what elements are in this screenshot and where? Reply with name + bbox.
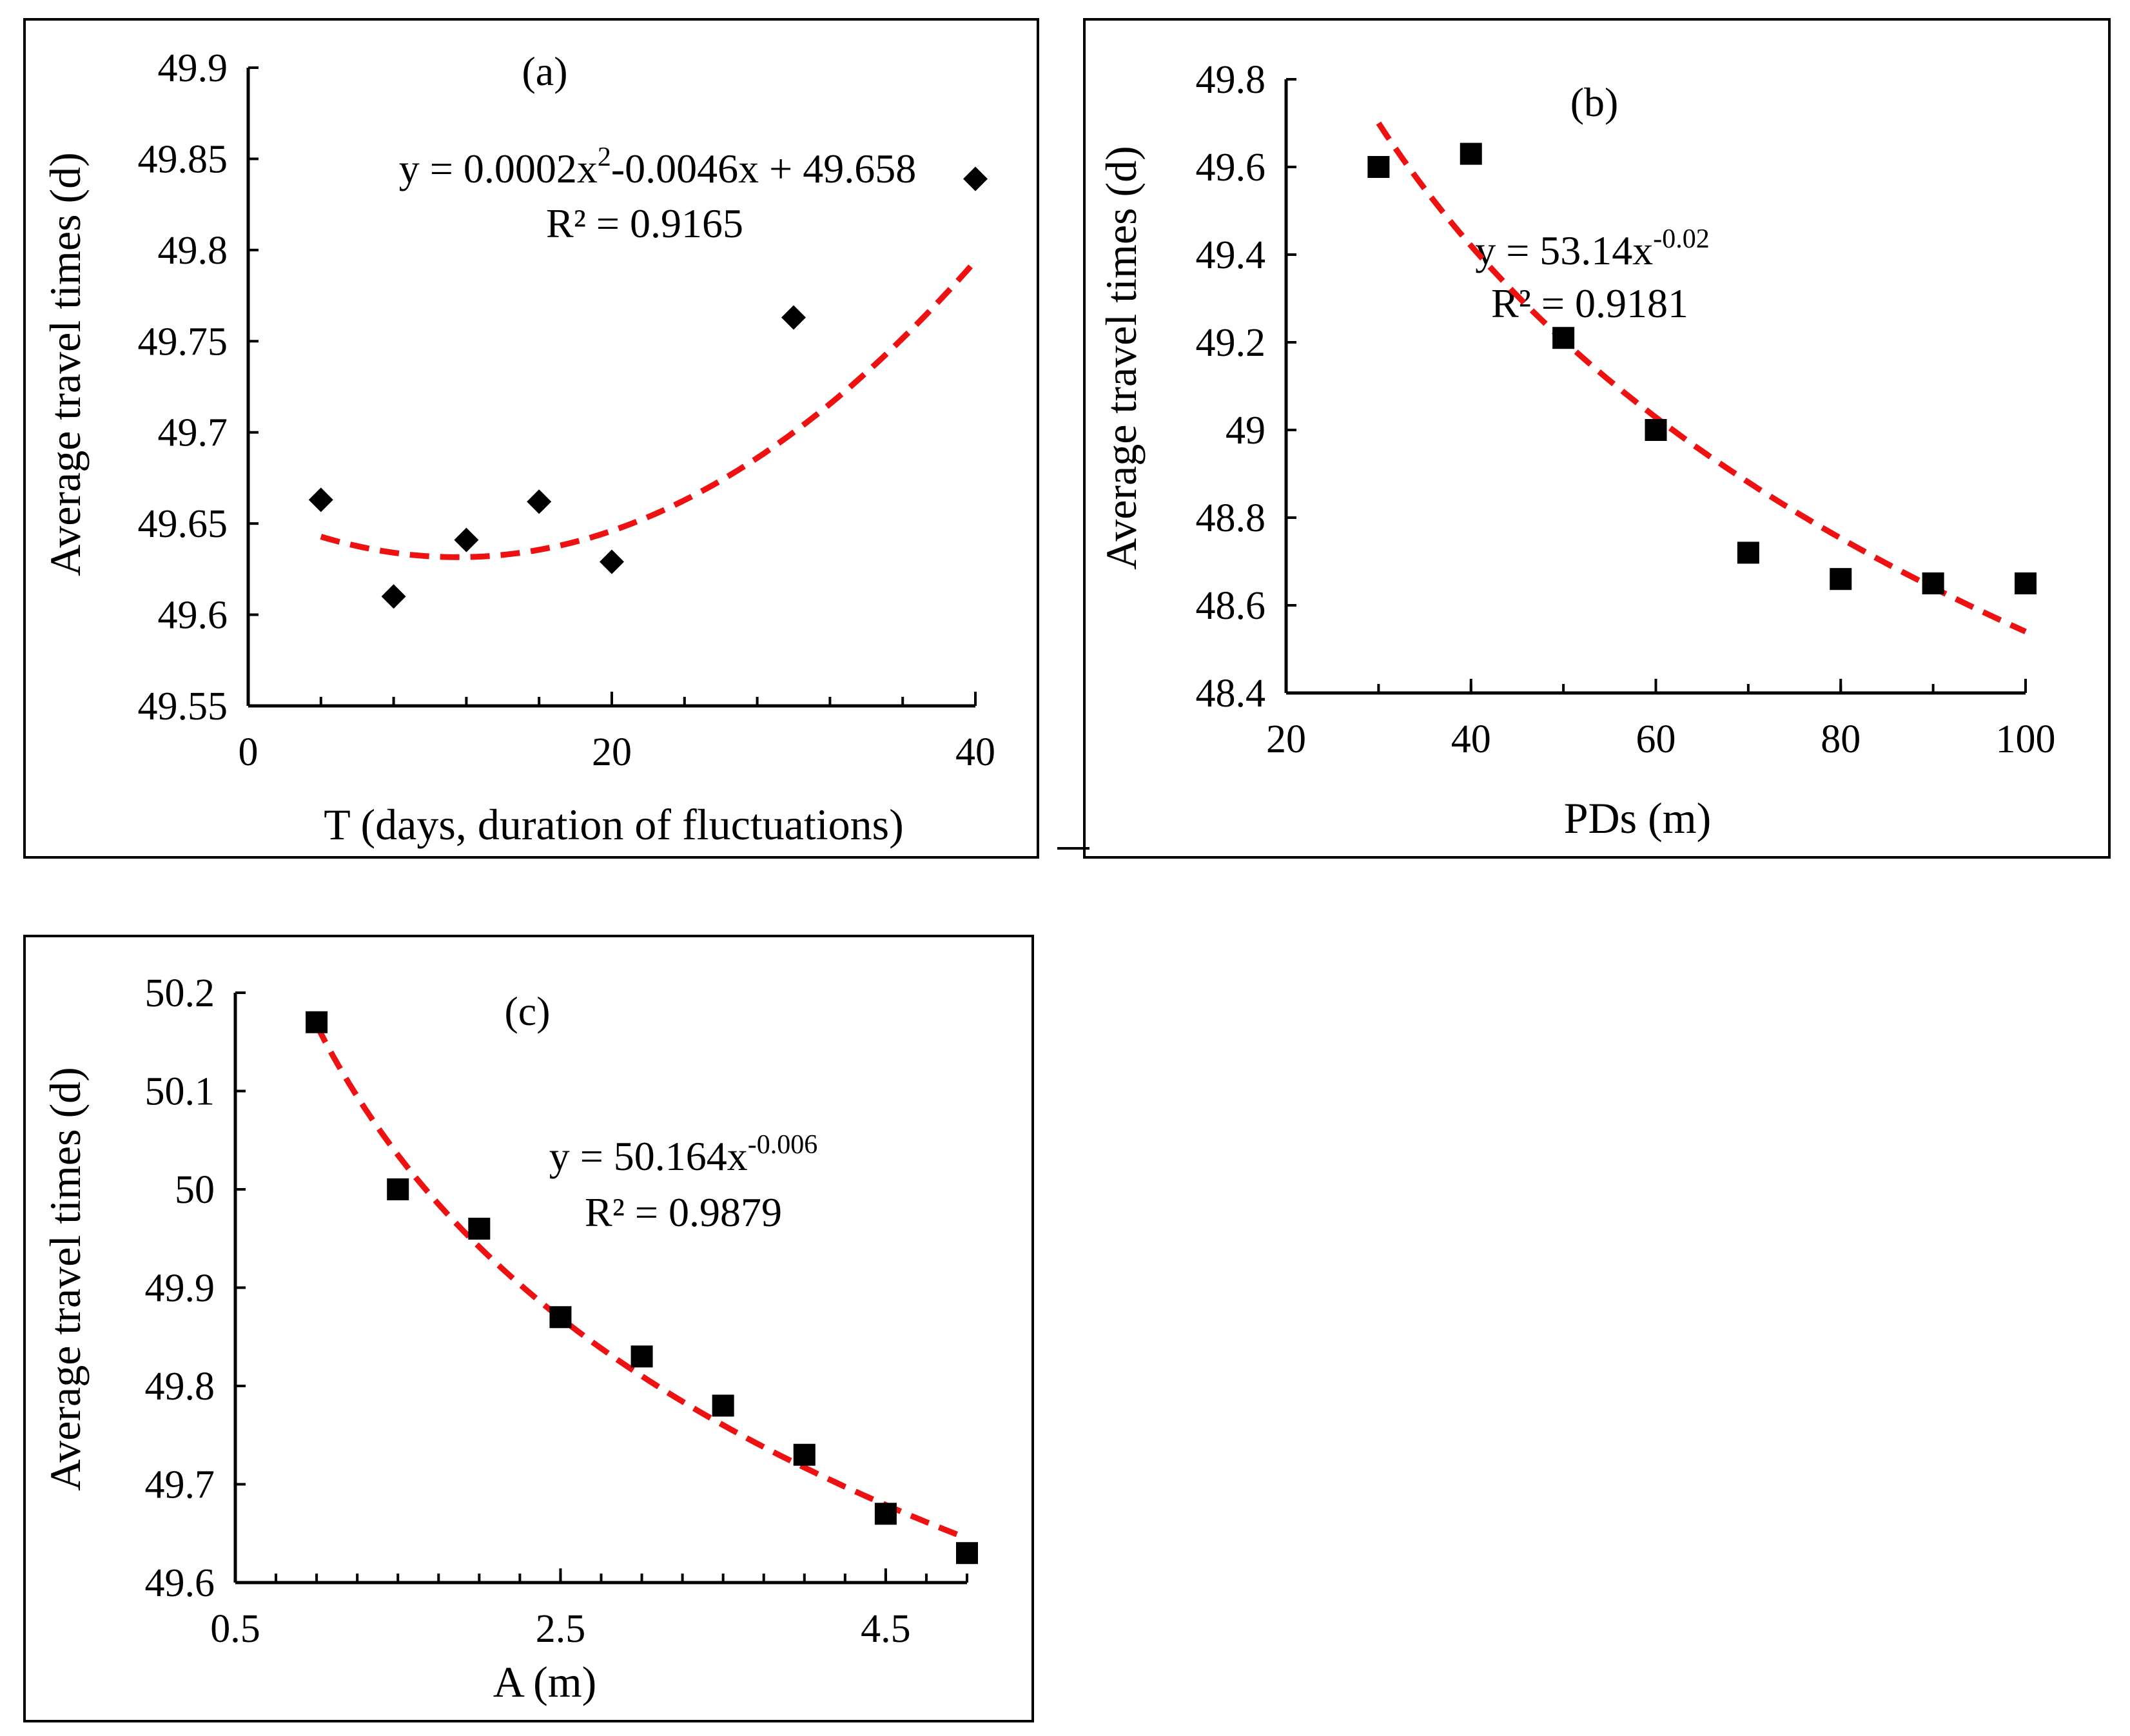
panel-b-data-point	[1460, 142, 1482, 165]
panel-a-y-axis-title: Average travel times (d)	[41, 152, 90, 576]
panel-a-y-tick-label: 49.85	[138, 137, 228, 181]
panel-a-label: (a)	[522, 48, 567, 94]
panel-b-x-axis-title: PDs (m)	[1564, 794, 1712, 843]
panel-b-axes: 48.4 48.6 48.8 49 49.2 49.4 49.6 49.8 20 40 60 80 10…	[1196, 58, 2056, 761]
panel-a-data-point	[527, 489, 552, 514]
panel-c-data-point	[712, 1394, 734, 1417]
panel-c-y-tick-label: 49.9	[145, 1267, 215, 1311]
panel-b-data-point	[1922, 572, 1944, 594]
panel-a-equation: y = 0.0002x2-0.0046x + 49.658	[399, 142, 917, 191]
panel-c-y-axis-title: Average travel times (d)	[41, 1067, 90, 1491]
panel-c-label: (c)	[504, 988, 550, 1034]
panel-c-data-point	[387, 1178, 409, 1200]
panel-c-y-tick-label: 49.8	[145, 1365, 215, 1409]
panel-b-data-point	[1737, 541, 1759, 564]
panel-a-data-point	[381, 584, 406, 609]
panel-c-r-squared: R² = 0.9879	[585, 1189, 782, 1235]
panel-a-data-point	[781, 305, 806, 330]
panel-b: (b) y = 53.14x-0.02 R² = 0.9181 48.4 48.6…	[1057, 18, 2111, 859]
panel-c-data-point	[306, 1011, 328, 1033]
panel-a-y-tick-label: 49.75	[138, 320, 228, 364]
panel-b-data-point	[1367, 156, 1390, 178]
panel-a-y-tick-label: 49.6	[158, 594, 228, 638]
panel-b-r-squared: R² = 0.9181	[1491, 280, 1688, 326]
panel-b-y-tick-label: 49.6	[1196, 146, 1266, 190]
panel-a-points	[308, 166, 988, 609]
panel-b-y-tick-label: 49	[1226, 409, 1265, 453]
panel-c-equation: y = 50.164x-0.006	[549, 1130, 818, 1179]
panel-c-axes: 49.6 49.7 49.8 49.9 50 50.1 50.2 0.5 2.5 4.5	[145, 971, 968, 1651]
panel-b-frame	[1083, 18, 2111, 859]
panel-a-y-tick-label: 49.7	[158, 411, 228, 455]
panel-a-y-tick-label: 49.8	[158, 229, 228, 273]
panel-b-y-tick-label: 49.8	[1196, 58, 1266, 102]
panel-b-x-tick-label: 80	[1821, 717, 1861, 761]
panel-b-x-tick-label: 20	[1266, 717, 1306, 761]
panel-c-data-point	[468, 1218, 491, 1240]
panel-c-y-tick-label: 50.2	[145, 971, 215, 1015]
panel-a-trendline-group	[320, 258, 978, 560]
panel-b-trendline	[1376, 121, 2027, 634]
panel-c-data-point	[874, 1503, 897, 1525]
panel-a-data-point	[454, 527, 479, 552]
panel-a-data-point	[600, 549, 624, 574]
panel-b-y-tick-label: 48.8	[1196, 496, 1266, 540]
panel-c-data-point	[793, 1443, 816, 1466]
panel-c-x-axis-title: A (m)	[493, 1657, 597, 1706]
panel-b-trendline-group	[1376, 121, 2027, 634]
panel-a-data-point	[963, 166, 988, 191]
panel-c: (c) y = 50.164x-0.006 R² = 0.9879 49.649…	[23, 935, 1034, 1722]
panel-b-points	[1367, 142, 2037, 594]
panel-a-x-tick-label: 20	[592, 730, 632, 774]
panel-b-y-tick-label: 49.4	[1196, 233, 1266, 277]
panel-a: (a) y = 0.0002x2-0.0046x + 49.658 R² = 0…	[23, 18, 1039, 859]
panel-c-y-tick-label: 50.1	[145, 1070, 215, 1114]
panel-b-data-point	[2015, 572, 2037, 594]
panel-c-x-tick-label: 0.5	[210, 1607, 260, 1651]
panel-b-y-tick-label: 49.2	[1196, 321, 1266, 365]
panel-c-y-tick-label: 50	[175, 1168, 215, 1212]
panel-a-x-tick-label: 0	[239, 730, 259, 774]
panel-b-equation: y = 53.14x-0.02	[1475, 224, 1710, 273]
panel-a-frame	[23, 18, 1039, 859]
panel-b-data-point	[1830, 568, 1852, 590]
panel-a-y-tick-label: 49.9	[158, 46, 228, 90]
panel-b-y-tick-label: 48.6	[1196, 584, 1266, 628]
panel-c-data-point	[549, 1306, 572, 1329]
panel-c-trendline-group	[314, 1024, 968, 1541]
panel-b-data-point	[1645, 419, 1667, 441]
panel-a-x-axis-title: T (days, duration of fluctuations)	[324, 800, 904, 849]
panel-b-y-axis-title: Average travel times (d)	[1097, 146, 1146, 570]
panel-b-y-tick-label: 48.4	[1196, 672, 1266, 716]
panel-b-x-tick-label: 60	[1636, 717, 1676, 761]
panel-c-points	[306, 1011, 978, 1565]
panel-c-x-tick-label: 2.5	[536, 1607, 586, 1651]
panel-a-y-tick-label: 49.55	[138, 685, 228, 728]
panel-b-label: (b)	[1570, 79, 1619, 125]
panel-c-y-tick-label: 49.7	[145, 1463, 215, 1507]
panel-a-trendline	[320, 258, 978, 560]
panel-a-x-tick-label: 40	[955, 730, 995, 774]
panel-a-data-point	[308, 487, 333, 512]
panel-a-y-tick-label: 49.65	[138, 502, 228, 546]
panel-c-frame	[23, 935, 1034, 1722]
panel-c-data-point	[956, 1542, 978, 1565]
panel-c-x-tick-label: 4.5	[861, 1607, 911, 1651]
panel-b-x-tick-label: 40	[1451, 717, 1491, 761]
panel-c-trendline	[314, 1024, 968, 1541]
panel-a-r-squared: R² = 0.9165	[546, 200, 743, 246]
panel-c-data-point	[630, 1345, 653, 1368]
panel-a-axes: 49.55 49.6 49.65 49.7 49.75 49.8 49.85 49.9 0 20 4…	[138, 46, 996, 774]
panel-b-x-tick-label: 100	[1996, 717, 2056, 761]
panel-c-y-tick-label: 49.6	[145, 1561, 215, 1605]
panel-b-data-point	[1552, 327, 1575, 349]
